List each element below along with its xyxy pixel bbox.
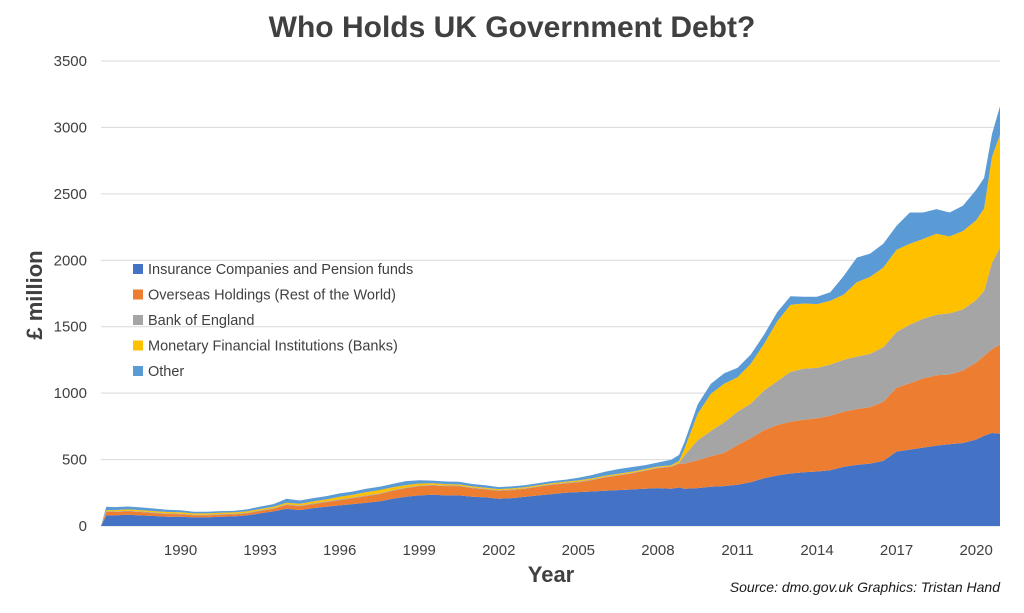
x-tick-label: 2011 <box>721 542 753 559</box>
legend-swatch <box>133 340 143 351</box>
x-tick-label: 2008 <box>641 542 674 559</box>
chart-title: Who Holds UK Government Debt? <box>269 11 756 44</box>
axis-ticks: 0 500 1000 1500 2000 2500 3000 3500 1990 1993 1996… <box>54 53 993 559</box>
legend-swatch <box>133 366 143 376</box>
x-tick-label: 1996 <box>323 542 356 559</box>
y-tick-label: 3000 <box>54 119 87 136</box>
x-tick-label: 2017 <box>880 542 913 559</box>
legend-swatch <box>133 315 143 325</box>
y-tick-label: 2500 <box>54 186 87 203</box>
area-series-1 <box>101 433 1000 526</box>
legend-label: Overseas Holdings (Rest of the World) <box>148 288 396 304</box>
legend-swatch <box>133 264 143 274</box>
area-series-2 <box>101 344 1000 526</box>
area-series-3 <box>101 247 1000 526</box>
legend-label: Insurance Companies and Pension funds <box>148 262 413 278</box>
y-tick-label: 2000 <box>54 252 87 269</box>
y-tick-label: 0 <box>79 518 87 535</box>
y-tick-label: 500 <box>62 452 87 469</box>
x-tick-label: 2005 <box>562 542 595 559</box>
x-tick-label: 1990 <box>164 542 197 559</box>
x-tick-label: 2002 <box>482 542 515 559</box>
x-tick-label: 2020 <box>959 542 992 559</box>
x-tick-label: 1993 <box>243 542 276 559</box>
legend: Insurance Companies and Pension funds Ove… <box>133 262 413 380</box>
legend-label: Other <box>148 364 184 380</box>
y-axis-title: £ million <box>22 250 47 339</box>
legend-swatch <box>133 289 143 300</box>
gridlines <box>101 60 1000 527</box>
x-tick-label: 2014 <box>800 542 833 559</box>
x-tick-label: 1999 <box>403 542 436 559</box>
x-axis-title: Year <box>528 562 575 587</box>
y-tick-label: 3500 <box>54 53 87 70</box>
legend-label: Bank of England <box>148 313 254 329</box>
source-credit: Source: dmo.gov.uk Graphics: Tristan Han… <box>730 579 1001 595</box>
y-tick-label: 1500 <box>54 319 87 336</box>
area-series-group <box>101 106 1000 526</box>
area-series-4 <box>101 134 1000 526</box>
legend-label: Monetary Financial Institutions (Banks) <box>148 339 398 355</box>
y-tick-label: 1000 <box>54 385 87 402</box>
